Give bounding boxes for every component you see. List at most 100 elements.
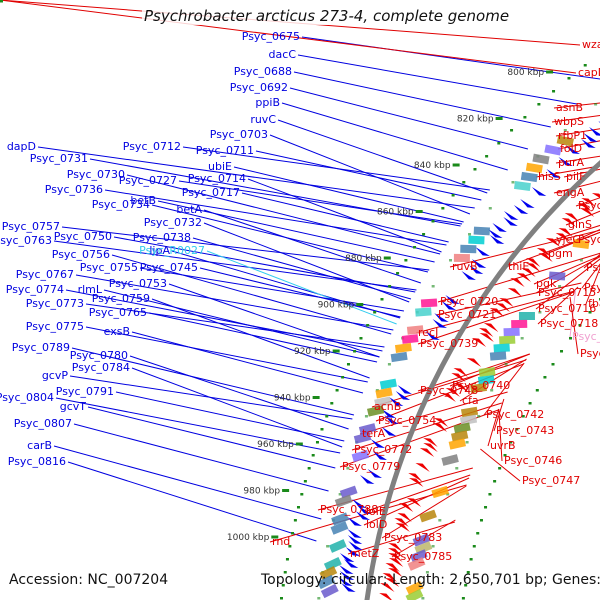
reverse-gene-label[interactable]: purA: [558, 156, 584, 169]
forward-gene-label[interactable]: Psyc_0714: [188, 172, 246, 185]
forward-gene-label[interactable]: Psyc_0727: [119, 174, 177, 187]
forward-gene-label[interactable]: Psyc_0763: [0, 234, 52, 247]
reverse-gene-label[interactable]: Psyc_0742: [486, 408, 544, 421]
reverse-gene-label[interactable]: Psyc_0743: [496, 424, 554, 437]
reverse-gene-label[interactable]: Psyc_0739: [420, 337, 478, 350]
forward-gene-label[interactable]: Psyc_0774: [6, 283, 64, 296]
forward-gene-label[interactable]: Psyc_0703: [210, 128, 268, 141]
forward-gene-label[interactable]: Psyc_0816: [8, 455, 66, 468]
forward-gene-label[interactable]: Psyc_0765: [89, 306, 147, 319]
reverse-gene-label[interactable]: glnS: [568, 218, 592, 231]
forward-gene-label[interactable]: Psyc_0734: [92, 198, 150, 211]
reverse-gene-label[interactable]: Psyc_0772: [354, 443, 412, 456]
reverse-gene-label[interactable]: Psyc_0715: [538, 286, 596, 299]
forward-gene-label[interactable]: exsB: [104, 325, 130, 338]
reverse-gene-label[interactable]: Psyc_0702: [586, 261, 600, 274]
reverse-gene-label[interactable]: Psyc_0718: [540, 317, 598, 330]
forward-gene-label[interactable]: dacC: [269, 48, 297, 61]
forward-gene-label[interactable]: Psyc_0756: [52, 248, 110, 261]
forward-gene-label[interactable]: dapD: [7, 140, 36, 153]
forward-gene-label[interactable]: Psyc_0804: [0, 391, 54, 404]
forward-gene-label[interactable]: rlmL: [78, 283, 103, 296]
reverse-gene-label[interactable]: Psyc_0783: [384, 531, 442, 544]
forward-gene-label[interactable]: lipA: [149, 244, 170, 257]
reverse-gene-label[interactable]: Psyc_0746: [504, 454, 562, 467]
forward-gene-label[interactable]: gcvT: [60, 400, 87, 413]
forward-gene-label[interactable]: Psyc_0784: [72, 361, 130, 374]
forward-gene-label[interactable]: Psyc_0745: [140, 261, 198, 274]
forward-gene-label[interactable]: gcvP: [42, 369, 69, 382]
forward-gene-label[interactable]: Psyc_0688: [234, 65, 292, 78]
reverse-gene-label[interactable]: Psyc_0785: [394, 550, 452, 563]
reverse-gene-label[interactable]: Psyc_0716: [538, 302, 596, 315]
reverse-gene-label[interactable]: uvrB: [490, 439, 516, 452]
reverse-gene-label[interactable]: lolE: [366, 505, 386, 518]
forward-gene-label[interactable]: ppiB: [255, 96, 280, 109]
forward-gene-label[interactable]: Psyc_0767: [16, 268, 74, 281]
reverse-cog-box: [431, 485, 450, 499]
reverse-gene-label[interactable]: engA: [556, 186, 585, 199]
forward-gene-label[interactable]: Psyc_0712: [123, 140, 181, 153]
forward-gene-label[interactable]: Psyc_0789: [12, 341, 70, 354]
reverse-gene-label[interactable]: Psyc_0721: [438, 308, 496, 321]
reverse-gene-label[interactable]: Psyc_0748: [420, 384, 478, 397]
forward-gene-label[interactable]: carB: [27, 439, 52, 452]
reverse-gene-label[interactable]: folD: [560, 142, 582, 155]
forward-gene-label[interactable]: Psyc_0759: [92, 292, 150, 305]
reverse-gene-label[interactable]: pgm: [548, 247, 573, 260]
forward-gene-label[interactable]: Psyc_0755: [80, 261, 138, 274]
reverse-gene-label[interactable]: Psyc_R0025: [572, 330, 600, 343]
reverse-gene-label[interactable]: capD: [578, 66, 600, 79]
reverse-gene-label[interactable]: Psyc_0788: [320, 503, 378, 516]
reverse-gene-label[interactable]: Psyc_0719: [580, 347, 600, 360]
reverse-gene-label[interactable]: pilF: [566, 170, 585, 183]
reverse-gene-label[interactable]: cfa: [462, 394, 479, 407]
forward-gene-label[interactable]: Psyc_R0027: [139, 244, 205, 257]
reverse-gene-label[interactable]: Psyc_0779: [342, 460, 400, 473]
forward-gene-label[interactable]: Psyc_0738: [133, 231, 191, 244]
forward-gene-label[interactable]: Psyc_0731: [30, 152, 88, 165]
forward-gene-label[interactable]: Psyc_0736: [45, 183, 103, 196]
reverse-gene-label[interactable]: Psyc_0740: [452, 379, 510, 392]
reverse-gene-label[interactable]: metZ: [350, 547, 380, 560]
forward-gene-label[interactable]: ruvC: [250, 113, 276, 126]
reverse-gene-label[interactable]: acnB: [374, 400, 401, 413]
reverse-gene-label[interactable]: Psyc_0754: [378, 414, 436, 427]
reverse-gene-label[interactable]: rfbP1: [558, 129, 587, 142]
reverse-gene-label[interactable]: fba: [588, 297, 600, 310]
reverse-gene-label[interactable]: wza: [582, 38, 600, 51]
reverse-gene-label[interactable]: wbpS: [554, 115, 584, 128]
forward-gene-label[interactable]: Psyc_0711: [196, 144, 254, 157]
forward-gene-label[interactable]: Psyc_0692: [230, 81, 288, 94]
forward-gene-label[interactable]: Psyc_0807: [14, 417, 72, 430]
reverse-gene-label[interactable]: Psyc_0747: [522, 474, 580, 487]
reverse-gene-label[interactable]: recJ: [418, 326, 438, 339]
reverse-gene-label[interactable]: Psyc_0696: [578, 233, 600, 246]
reverse-gene-label[interactable]: asnB: [556, 101, 583, 114]
forward-gene-label[interactable]: Psyc_0780: [70, 349, 128, 362]
reverse-gene-label[interactable]: thiE: [508, 260, 529, 273]
forward-gene-label[interactable]: Psyc_0753: [109, 277, 167, 290]
reverse-gene-label[interactable]: terA: [362, 427, 386, 440]
reverse-gene-label[interactable]: Psyc_0707: [584, 281, 600, 294]
forward-gene-label[interactable]: betB: [130, 194, 156, 207]
forward-gene-label[interactable]: Psyc_0750: [54, 230, 112, 243]
forward-gene-label[interactable]: Psyc_0730: [67, 168, 125, 181]
forward-gene-label[interactable]: betA: [176, 203, 202, 216]
reverse-gene-label[interactable]: Psyc_0720: [440, 295, 498, 308]
forward-gene-label[interactable]: ubiE: [208, 160, 232, 173]
forward-gene-label[interactable]: Psyc_0732: [144, 216, 202, 229]
reverse-gene-label[interactable]: yjeG: [556, 233, 581, 246]
reverse-gene-label[interactable]: rnd: [272, 535, 290, 548]
forward-gene-label[interactable]: Psyc_0717: [182, 186, 240, 199]
forward-gene-label[interactable]: Psyc_0773: [26, 297, 84, 310]
forward-gene-label[interactable]: Psyc_0675: [242, 30, 300, 43]
forward-gene-label[interactable]: Psyc_0775: [26, 320, 84, 333]
reverse-gene-label[interactable]: pgk: [536, 277, 557, 290]
forward-gene-label[interactable]: Psyc_0791: [56, 385, 114, 398]
reverse-gene-label[interactable]: lolD: [366, 518, 387, 531]
reverse-gene-label[interactable]: hisS: [538, 170, 561, 183]
forward-gene-label[interactable]: Psyc_0757: [2, 220, 60, 233]
reverse-gene-label[interactable]: Psyc_0689: [578, 199, 600, 212]
reverse-gene-label[interactable]: ruvB: [452, 260, 478, 273]
